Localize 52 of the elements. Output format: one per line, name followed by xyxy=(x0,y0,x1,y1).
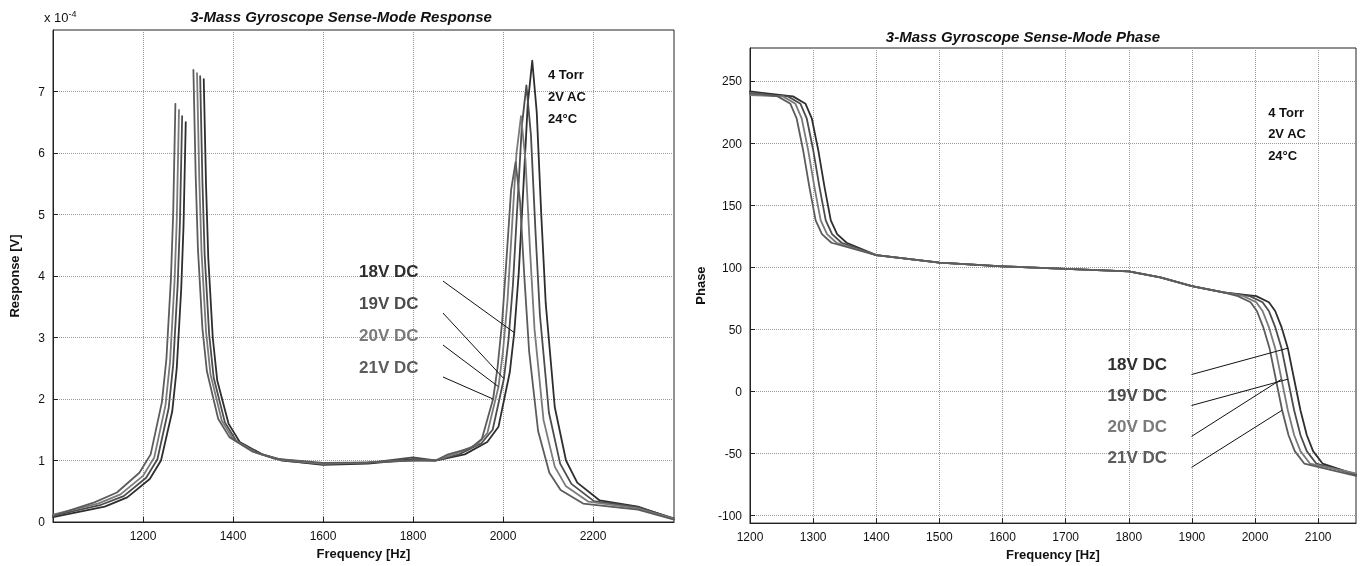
x-axis-title: Frequency [Hz] xyxy=(316,545,411,561)
x-tick-label: 1600 xyxy=(309,529,337,543)
y-tick-label: 100 xyxy=(721,260,743,275)
annotation: 24°C xyxy=(1268,147,1298,163)
y-tick-label: 6 xyxy=(38,146,46,160)
x-tick-label: 1700 xyxy=(1052,530,1080,545)
text: 21V DC xyxy=(359,357,419,377)
text: 18V DC xyxy=(359,261,419,281)
x-tick-label: 1800 xyxy=(1115,530,1143,545)
x-tick-label: 1600 xyxy=(989,530,1017,545)
y-tick-label: 50 xyxy=(728,322,743,337)
text: 20V DC xyxy=(359,325,419,345)
y-tick-label: -100 xyxy=(717,508,743,523)
text: 19V DC xyxy=(1107,385,1168,405)
x-tick-label: 1800 xyxy=(399,529,427,543)
x-tick-label: 1400 xyxy=(862,530,890,545)
x-axis-title: Frequency [Hz] xyxy=(1006,547,1100,562)
annotation: 24°C xyxy=(548,111,578,127)
y-tick-label: -50 xyxy=(724,446,743,461)
y-tick-label: 0 xyxy=(38,515,46,529)
annotation: 2V AC xyxy=(548,88,587,104)
y-tick-label: 150 xyxy=(721,198,743,213)
x-tick-label: 2100 xyxy=(1304,530,1332,545)
y-tick-label: 2 xyxy=(38,392,46,406)
x-tick-label: 2200 xyxy=(579,529,607,543)
x-tick-label: 2000 xyxy=(489,529,517,543)
annotation: 2V AC xyxy=(1268,126,1307,142)
text: 21V DC xyxy=(1107,447,1168,467)
y-tick-label: 0 xyxy=(735,384,743,399)
x-tick-label: 1400 xyxy=(219,529,247,543)
x-tick-label: 1900 xyxy=(1178,530,1206,545)
text: 20V DC xyxy=(1107,416,1168,436)
y-tick-label: 5 xyxy=(38,207,46,222)
x-tick-label: 1500 xyxy=(926,530,954,545)
y-tick-label: 200 xyxy=(721,136,743,151)
x-tick-label: 1200 xyxy=(736,530,764,545)
annotation: 4 Torr xyxy=(1268,104,1305,120)
y-tick-label: 250 xyxy=(721,74,743,89)
chart-title: 3-Mass Gyroscope Sense-Mode Phase xyxy=(885,28,1161,45)
x-tick-label: 1300 xyxy=(799,530,827,545)
y-tick-label: 1 xyxy=(38,453,46,468)
x-tick-label: 1200 xyxy=(129,529,157,543)
chart-title: 3-Mass Gyroscope Sense-Mode Response xyxy=(190,8,492,25)
y-tick-label: 3 xyxy=(38,330,46,345)
text: 19V DC xyxy=(359,293,419,313)
y-axis-title: Phase xyxy=(693,266,709,305)
y-tick-label: 4 xyxy=(38,269,46,283)
y-tick-label: 7 xyxy=(38,84,46,99)
x-tick-label: 2000 xyxy=(1241,530,1269,545)
y-axis-title: Response [V] xyxy=(7,234,22,318)
text: 18V DC xyxy=(1107,355,1168,375)
annotation: 4 Torr xyxy=(548,66,584,82)
